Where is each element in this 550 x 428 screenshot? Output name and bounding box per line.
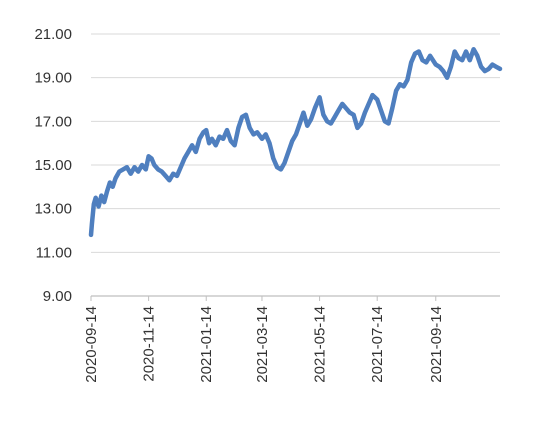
x-tick-label: 2021-07-14	[369, 306, 386, 383]
y-tick-label: 15.00	[34, 157, 72, 174]
gridlines	[91, 33, 500, 253]
y-tick-label: 17.00	[34, 113, 72, 130]
y-tick-label: 11.00	[36, 244, 72, 261]
y-tick-label: 21.00	[34, 26, 72, 43]
x-tick-label: 2021-09-14	[428, 306, 445, 383]
x-tick-label: 2020-09-14	[83, 306, 100, 383]
x-tick-label: 2020-11-14	[141, 306, 158, 382]
series-layer	[88, 47, 503, 238]
x-axis	[90, 295, 500, 301]
y-tick-label: 9.00	[43, 288, 72, 305]
series-line	[88, 47, 503, 238]
x-tick-label: 2021-03-14	[254, 306, 271, 383]
y-tick-labels: 9.00 11.00 13.00 15.00 17.00 19.00 21.00	[34, 26, 72, 305]
y-tick-label: 19.00	[34, 70, 72, 87]
y-tick-label: 13.00	[34, 201, 72, 218]
x-tick-label: 2021-05-14	[312, 306, 329, 383]
x-tick-label: 2021-01-14	[198, 306, 215, 383]
x-tick-labels: 2020-09-14 2020-11-14 2021-01-14 2021-03-14…	[83, 306, 445, 383]
